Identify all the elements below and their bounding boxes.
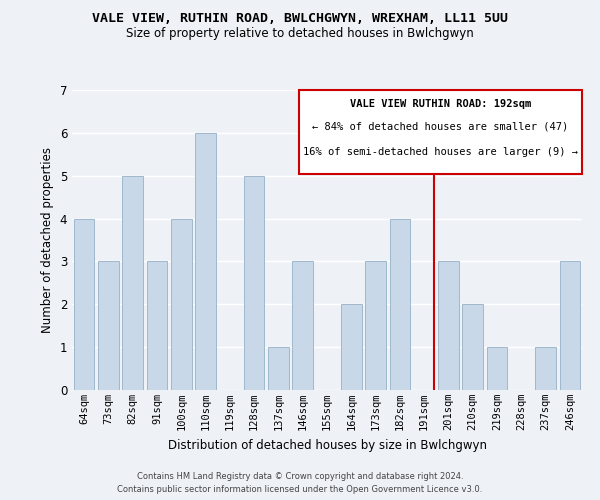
Bar — [74, 218, 94, 390]
Bar — [146, 262, 167, 390]
Text: Size of property relative to detached houses in Bwlchgwyn: Size of property relative to detached ho… — [126, 28, 474, 40]
Bar — [341, 304, 362, 390]
FancyBboxPatch shape — [299, 90, 582, 174]
Bar — [535, 347, 556, 390]
Bar — [268, 347, 289, 390]
Text: 16% of semi-detached houses are larger (9) →: 16% of semi-detached houses are larger (… — [303, 147, 578, 157]
Text: ← 84% of detached houses are smaller (47): ← 84% of detached houses are smaller (47… — [313, 122, 569, 132]
Bar — [560, 262, 580, 390]
Bar — [122, 176, 143, 390]
X-axis label: Distribution of detached houses by size in Bwlchgwyn: Distribution of detached houses by size … — [167, 438, 487, 452]
Y-axis label: Number of detached properties: Number of detached properties — [41, 147, 54, 333]
Bar — [438, 262, 459, 390]
Bar — [365, 262, 386, 390]
Bar — [98, 262, 119, 390]
Text: Contains HM Land Registry data © Crown copyright and database right 2024.
Contai: Contains HM Land Registry data © Crown c… — [118, 472, 482, 494]
Bar — [244, 176, 265, 390]
Bar — [389, 218, 410, 390]
Bar — [463, 304, 483, 390]
Text: VALE VIEW, RUTHIN ROAD, BWLCHGWYN, WREXHAM, LL11 5UU: VALE VIEW, RUTHIN ROAD, BWLCHGWYN, WREXH… — [92, 12, 508, 26]
Text: VALE VIEW RUTHIN ROAD: 192sqm: VALE VIEW RUTHIN ROAD: 192sqm — [350, 99, 531, 109]
Bar — [292, 262, 313, 390]
Bar — [487, 347, 508, 390]
Bar — [195, 133, 216, 390]
Bar — [171, 218, 191, 390]
